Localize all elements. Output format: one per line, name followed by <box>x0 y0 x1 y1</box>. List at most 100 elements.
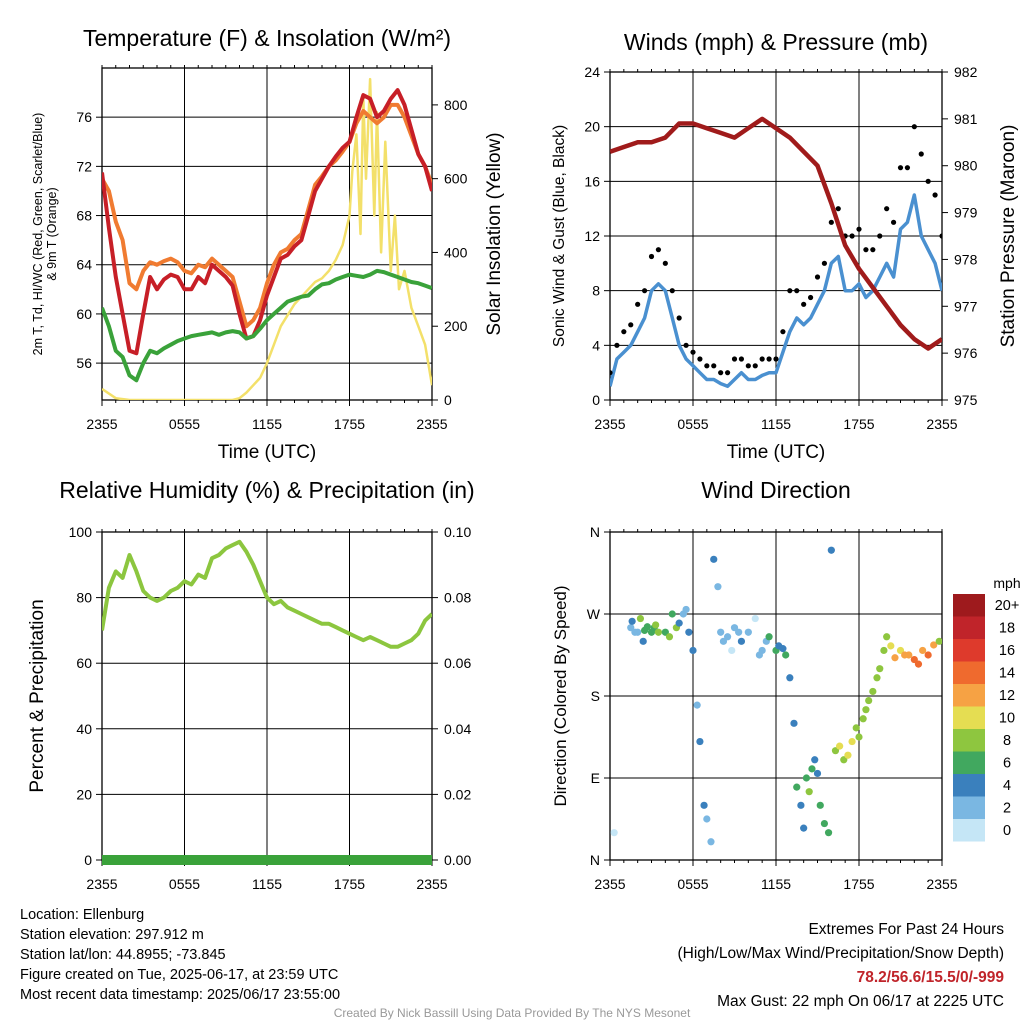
y-tick-label-left: 12 <box>584 228 600 244</box>
gust-point <box>904 165 911 171</box>
gust-point <box>918 151 924 157</box>
direction-point <box>816 801 824 809</box>
y-tick-label-right: 0.04 <box>444 721 471 737</box>
gust-point <box>697 356 703 362</box>
y-tick-label-right: 600 <box>444 171 468 187</box>
plot-frame <box>609 531 943 861</box>
extremes-values: 78.2/56.6/15.5/0/-999 <box>856 969 1004 986</box>
station-info: Location: Ellenburg Station elevation: 2… <box>20 905 340 1005</box>
y-tick-label-right: 975 <box>954 392 978 408</box>
direction-point <box>840 756 848 764</box>
direction-point <box>665 633 674 641</box>
direction-point <box>831 747 840 755</box>
x-axis-label: Time (UTC) <box>727 442 826 463</box>
direction-point <box>714 583 722 591</box>
y-tick-label-left: 72 <box>76 158 92 174</box>
direction-point <box>779 645 787 653</box>
series-line-solar <box>102 77 432 400</box>
x-tick-label: 0555 <box>169 876 200 892</box>
y-axis-label-left: Direction (Colored By Speed) <box>551 585 570 806</box>
direction-point <box>896 646 905 655</box>
direction-point <box>728 646 736 655</box>
y-tick-label-right: 976 <box>954 345 978 361</box>
x-tick-label: 2355 <box>594 876 625 892</box>
direction-point <box>808 765 816 773</box>
direction-point <box>627 624 635 632</box>
station-latlon: Station lat/lon: 44.8955; -73.845 <box>20 947 226 963</box>
direction-point <box>628 617 636 625</box>
y-tick-label-right: 400 <box>444 244 468 260</box>
winds-series <box>610 116 942 389</box>
y-tick-label-left: 80 <box>76 590 92 606</box>
x-tick-label: 2355 <box>416 416 447 432</box>
colorbar-label: 2 <box>1003 801 1011 817</box>
colorbar-label: 20+ <box>995 598 1020 614</box>
gust-point <box>821 260 828 266</box>
y-tick-label-left: 20 <box>584 119 600 135</box>
y-axis-label-left-line2: & 9m T (Orange) <box>45 187 59 280</box>
gust-point <box>932 192 938 198</box>
colorbar-label: 10 <box>999 711 1015 727</box>
direction-point <box>737 637 746 645</box>
direction-point <box>876 665 884 673</box>
colorbar-label: 14 <box>999 666 1015 682</box>
x-tick-label: 2355 <box>86 416 117 432</box>
direction-point <box>710 555 718 563</box>
y-tick-label-left: 8 <box>592 283 600 299</box>
y-tick-label-right: 980 <box>954 158 978 174</box>
y-tick-label-right: 0.08 <box>444 590 471 606</box>
direction-point <box>844 751 852 759</box>
y-axis-label-right: Station Pressure (Maroon) <box>998 125 1019 348</box>
y-axis-label-right: Solar Insolation (Yellow) <box>484 132 505 335</box>
gust-point <box>780 329 786 335</box>
x-tick-label: 0555 <box>169 416 200 432</box>
speed-colorbar: 20+ 18 16 14 12 10 8 6 4 2 0 mph <box>953 575 1021 842</box>
gust-point <box>621 329 627 335</box>
gust-point <box>610 370 613 376</box>
y-tick-label-right: 981 <box>954 111 978 127</box>
gust-point <box>635 301 641 307</box>
direction-point <box>793 783 801 791</box>
station-elevation: Station elevation: 297.912 m <box>20 927 204 943</box>
gust-point <box>690 349 696 355</box>
y-tick-label-right: 0.06 <box>444 655 471 671</box>
series-line-td <box>102 268 432 383</box>
wind-direction-panel: 2355 0555 1155 1755 2355 N E S W N Wind Direction D… <box>551 477 958 892</box>
direction-point <box>643 623 651 631</box>
y-tick-label-left: 0 <box>84 852 92 868</box>
direction-point <box>610 829 618 837</box>
y-tick-label-left: W <box>587 606 601 622</box>
x-axis-label: Time (UTC) <box>218 442 317 463</box>
direction-point <box>914 660 923 668</box>
direction-point <box>824 829 833 837</box>
y-tick-label-left: N <box>590 524 600 540</box>
gust-point <box>925 178 931 184</box>
y-tick-label-right: 0.10 <box>444 524 471 540</box>
direction-point <box>865 696 873 705</box>
x-tick-label: 2355 <box>416 876 447 892</box>
series-line-9m-t <box>102 102 432 329</box>
y-tick-label-left: 76 <box>76 109 92 125</box>
direction-point <box>805 788 813 796</box>
direction-point <box>717 628 725 636</box>
colorbar-unit: mph <box>993 575 1020 591</box>
colorbar-label: 18 <box>999 621 1015 637</box>
y-tick-label-left: E <box>591 770 600 786</box>
direction-point <box>758 646 766 655</box>
gust-point <box>856 226 862 232</box>
humidity-panel: 2355 0555 1155 1755 2355 0 20 40 60 80 100 0.00 0.02… <box>27 477 475 892</box>
x-tick-label: 2355 <box>926 876 957 892</box>
gust-point <box>828 219 834 225</box>
y-tick-label-left: 24 <box>584 64 600 80</box>
max-gust: Max Gust: 22 mph On 06/17 at 2225 UTC <box>717 993 1004 1010</box>
panel-title: Winds (mph) & Pressure (mb) <box>624 29 928 55</box>
y-tick-label-left: 60 <box>76 655 92 671</box>
direction-point <box>700 801 708 809</box>
y-tick-label-left: N <box>590 852 600 868</box>
gust-point <box>884 206 890 212</box>
y-tick-label-right: 979 <box>954 205 978 221</box>
y-tick-label-left: 100 <box>69 524 93 540</box>
direction-point <box>751 614 759 623</box>
gust-point <box>807 294 814 301</box>
temperature-series <box>102 77 432 400</box>
